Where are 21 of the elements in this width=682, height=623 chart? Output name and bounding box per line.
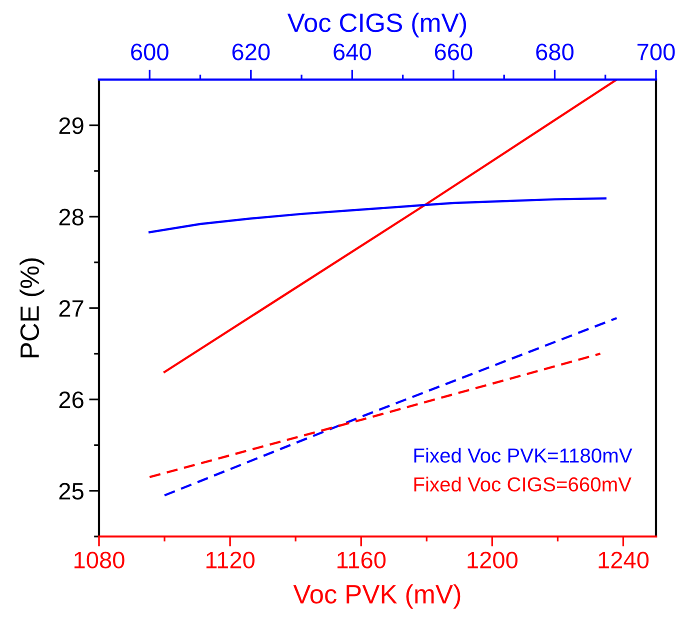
x2-tick-label: 640	[334, 44, 371, 60]
x-tick-label: 1080	[74, 552, 124, 568]
y-tick-label: 27	[59, 300, 84, 317]
x2-tick-label: 700	[638, 44, 675, 60]
text: Fixed Voc PVK=1180mV	[414, 448, 632, 463]
x2-tick-label: 600	[131, 44, 168, 60]
x-tick-label: 1120	[206, 552, 255, 568]
x2-tick-label: 660	[434, 44, 472, 60]
y-tick-label: 28	[59, 208, 84, 226]
x2-tick-label: 620	[232, 44, 270, 60]
x-tick-label: 1160	[338, 552, 386, 568]
x-tick-label: 1240	[598, 552, 649, 568]
text: Fixed Voc CIGS=660mV	[414, 476, 632, 492]
y-tick-label: 29	[59, 117, 84, 134]
y-axis-title: PCE (%)	[20, 258, 44, 358]
x2-axis-title: Voc CIGS (mV)	[287, 12, 466, 38]
x-axis-title: Voc PVK (mV)	[293, 584, 460, 609]
x2-tick-label: 680	[536, 44, 574, 60]
y-tick-label: 25	[59, 482, 84, 500]
y-tick-label: 26	[59, 392, 84, 408]
x-tick-label: 1200	[468, 552, 518, 568]
